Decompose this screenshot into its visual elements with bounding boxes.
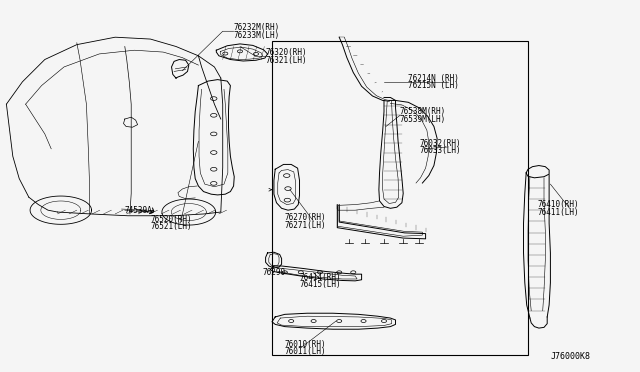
Text: 76011(LH): 76011(LH) <box>285 347 326 356</box>
Text: 76214N (RH): 76214N (RH) <box>408 74 459 83</box>
Text: 76010(RH): 76010(RH) <box>285 340 326 349</box>
Text: 76271(LH): 76271(LH) <box>285 221 326 230</box>
Text: 76233M(LH): 76233M(LH) <box>234 31 280 40</box>
Text: 76415(LH): 76415(LH) <box>300 280 341 289</box>
Text: 76410(RH): 76410(RH) <box>538 200 579 209</box>
Text: 76539M(LH): 76539M(LH) <box>400 115 446 124</box>
Text: 76414(RH): 76414(RH) <box>300 273 341 282</box>
Text: 76411(LH): 76411(LH) <box>538 208 579 217</box>
Text: 76032(RH): 76032(RH) <box>419 139 461 148</box>
Text: 76538M(RH): 76538M(RH) <box>400 107 446 116</box>
Text: 76215N (LH): 76215N (LH) <box>408 81 459 90</box>
Text: J76000K8: J76000K8 <box>550 352 590 361</box>
Text: 76232M(RH): 76232M(RH) <box>234 23 280 32</box>
Text: 76320(RH): 76320(RH) <box>266 48 307 57</box>
Text: 76290: 76290 <box>262 268 285 277</box>
Text: 76321(LH): 76321(LH) <box>266 56 307 65</box>
Text: 76270(RH): 76270(RH) <box>285 213 326 222</box>
Text: 76033(LH): 76033(LH) <box>419 146 461 155</box>
Text: 74539A: 74539A <box>125 206 152 215</box>
Text: 76520(RH): 76520(RH) <box>150 215 192 224</box>
Text: 76521(LH): 76521(LH) <box>150 222 192 231</box>
Bar <box>272 41 528 355</box>
